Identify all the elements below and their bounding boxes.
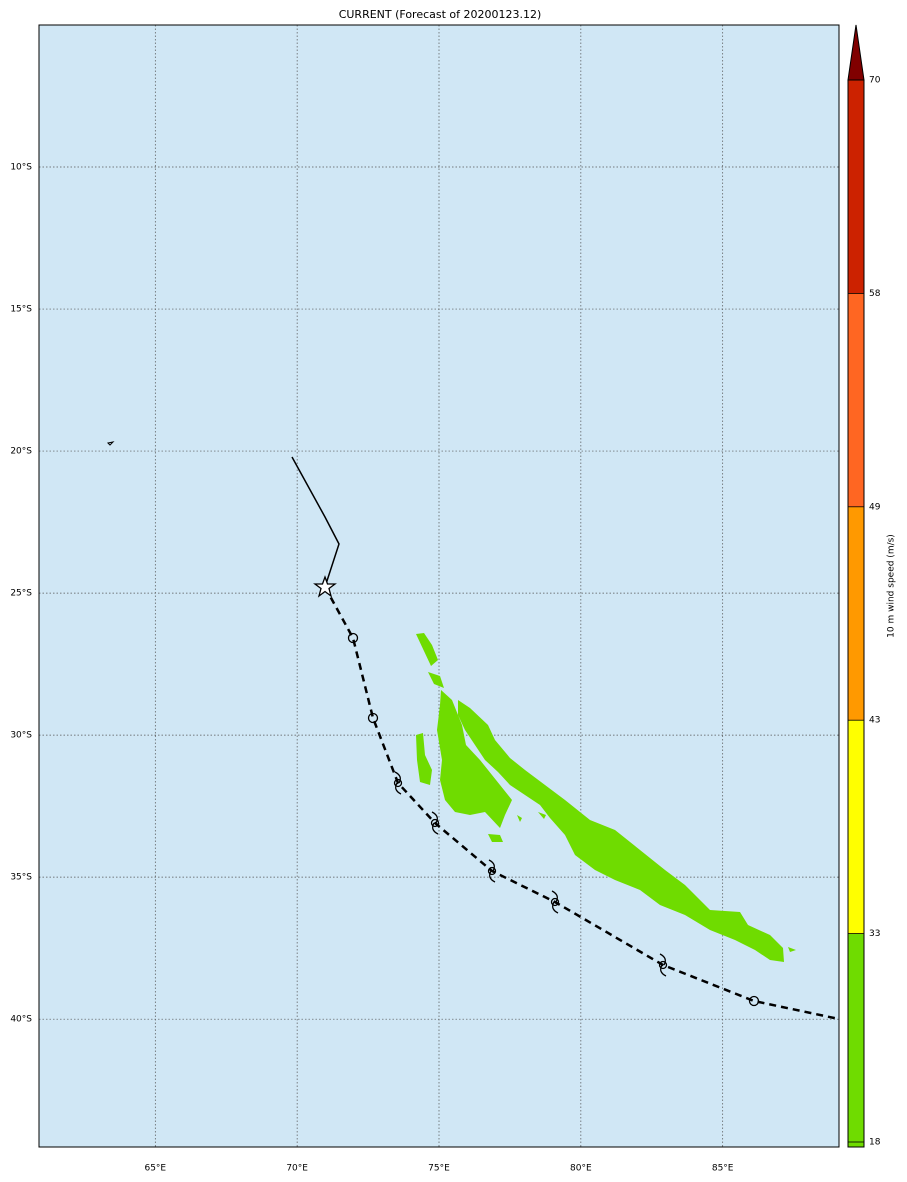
colorbar-tick-label: 18 [869, 1138, 881, 1148]
lat-tick-label: 35°S [10, 873, 32, 883]
colorbar-segment [848, 293, 864, 507]
colorbar [847, 24, 865, 1148]
island [106, 441, 115, 446]
colorbar-extend [847, 24, 865, 81]
lat-tick-label: 30°S [10, 731, 32, 741]
colorbar-tick-label: 33 [869, 929, 880, 939]
map-frame [38, 24, 840, 1148]
colorbar-tick-label: 43 [869, 716, 880, 726]
colorbar-tick-label: 58 [869, 289, 881, 299]
lat-tick-label: 25°S [10, 589, 32, 599]
past-track [291, 456, 340, 588]
forecast-track [323, 586, 840, 1021]
colorbar-segment [848, 80, 864, 294]
colorbar-segment [848, 506, 864, 721]
map-title: CURRENT (Forecast of 20200123.12) [339, 8, 542, 21]
lat-tick-label: 10°S [10, 163, 32, 173]
track-markers [347, 632, 760, 1007]
colorbar-tick-label: 49 [869, 502, 881, 512]
wind-area [416, 633, 796, 962]
current-position [313, 575, 337, 598]
colorbar-segment [848, 933, 864, 1147]
lat-tick-label: 15°S [10, 305, 32, 315]
lon-tick-label: 80°E [570, 1164, 592, 1174]
colorbar-tick-label: 70 [869, 76, 881, 86]
lon-tick-label: 75°E [428, 1164, 450, 1174]
colorbar-label: 10 m wind speed (m/s) [887, 534, 897, 638]
colorbar-segment [848, 720, 864, 934]
lat-tick-label: 20°S [10, 447, 32, 457]
lon-tick-label: 70°E [286, 1164, 308, 1174]
lat-tick-label: 40°S [10, 1015, 32, 1025]
lon-tick-label: 65°E [144, 1164, 166, 1174]
lon-tick-label: 85°E [712, 1164, 734, 1174]
